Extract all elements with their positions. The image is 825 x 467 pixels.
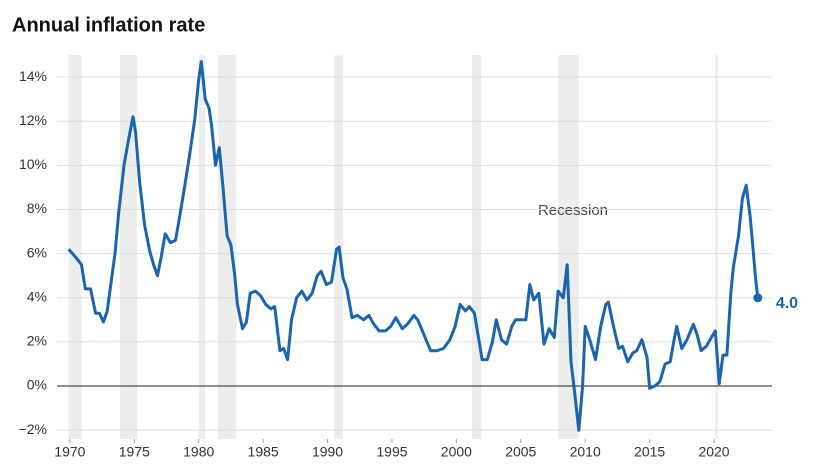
x-tick-label: 2015: [634, 444, 665, 460]
y-tick-label: 10%: [19, 156, 47, 172]
recession-band: [558, 55, 579, 439]
x-tick-label: 2020: [698, 444, 729, 460]
chart-title: Annual inflation rate: [12, 14, 205, 36]
x-tick-label: 1980: [183, 444, 214, 460]
y-tick-label: 14%: [19, 68, 47, 84]
recession-band: [218, 55, 237, 439]
y-tick-label: 6%: [27, 244, 47, 260]
recession-band: [198, 55, 206, 439]
y-tick-label: −2%: [19, 421, 47, 437]
x-tick-label: 2010: [570, 444, 601, 460]
last-point: [753, 293, 763, 303]
x-tick-label: 2000: [441, 444, 472, 460]
inflation-line: [67, 60, 760, 432]
recession-band: [471, 55, 481, 439]
x-tick-label: 1975: [119, 444, 150, 460]
y-tick-label: 8%: [27, 200, 47, 216]
y-tick-label: 12%: [19, 112, 47, 128]
recession-band: [68, 55, 82, 439]
last-label: 4.0: [776, 295, 798, 312]
x-tick-label: 1985: [248, 444, 279, 460]
y-tick-label: 4%: [27, 288, 47, 304]
recession-band: [715, 55, 718, 439]
annotation: Recession: [538, 202, 608, 219]
y-tick-label: 2%: [27, 333, 47, 349]
x-tick-label: 2005: [505, 444, 536, 460]
x-tick-label: 1995: [376, 444, 407, 460]
y-tick-label: 0%: [27, 377, 47, 393]
x-tick-label: 1990: [312, 444, 343, 460]
x-tick-label: 1970: [54, 444, 85, 460]
recession-band: [120, 55, 137, 439]
